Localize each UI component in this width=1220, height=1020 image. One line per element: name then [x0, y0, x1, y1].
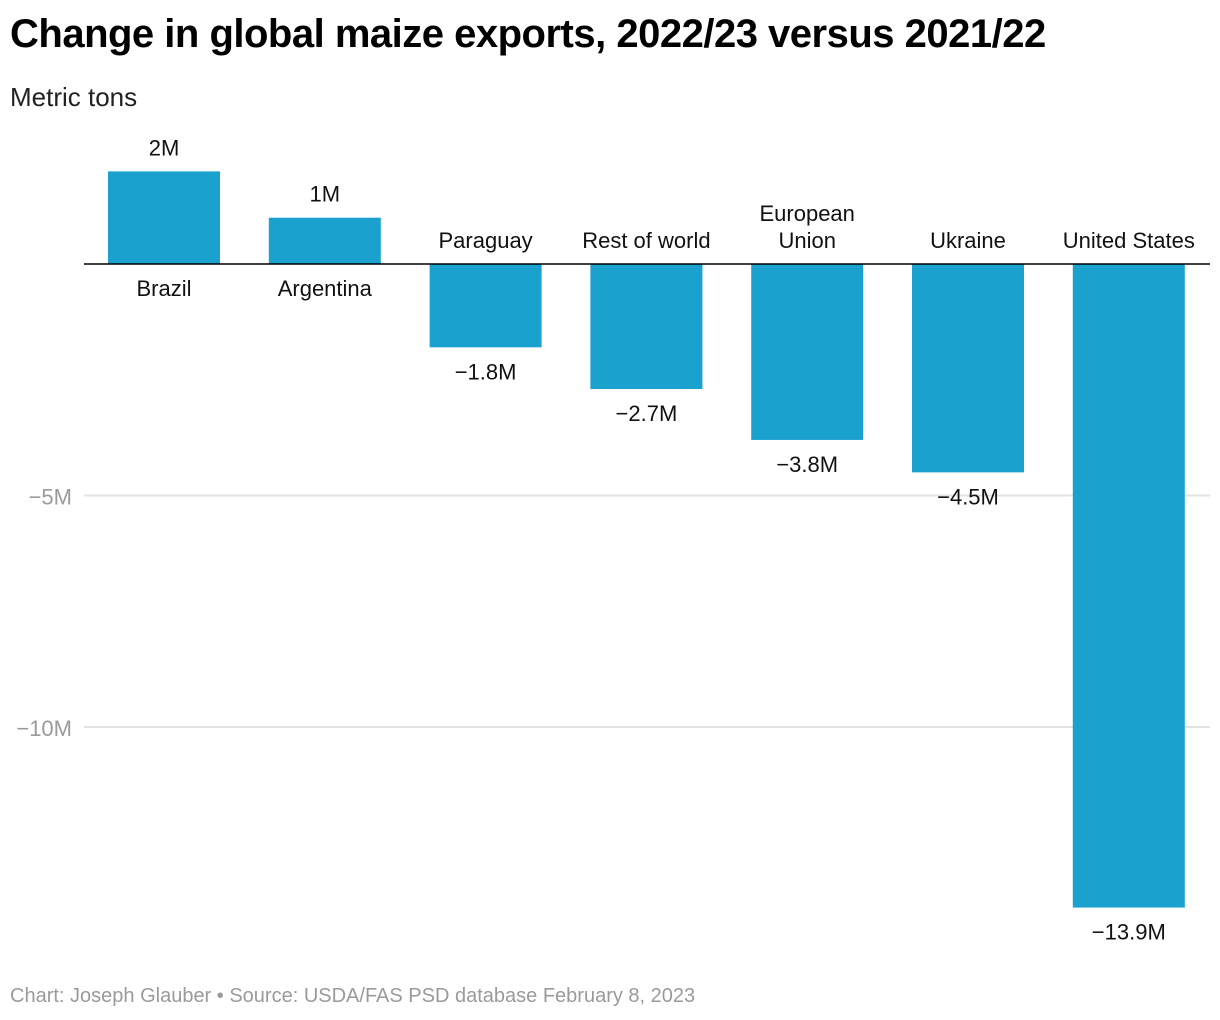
data-label: −3.8M	[776, 452, 838, 477]
chart-footer: Chart: Joseph Glauber • Source: USDA/FAS…	[10, 985, 696, 1007]
bar	[108, 171, 220, 264]
bar	[1072, 264, 1185, 908]
category-label: Argentina	[278, 276, 373, 301]
category-label: European	[759, 201, 854, 226]
data-label: −1.8M	[455, 359, 517, 384]
bar	[751, 264, 864, 440]
category-label: Paraguay	[439, 228, 533, 253]
data-label: −13.9M	[1092, 920, 1166, 945]
category-label: United States	[1063, 228, 1195, 253]
category-label: Brazil	[136, 276, 191, 301]
data-label: 1M	[310, 182, 341, 207]
bar	[429, 264, 542, 348]
chart-title: Change in global maize exports, 2022/23 …	[10, 12, 1046, 56]
category-label: Ukraine	[930, 228, 1006, 253]
bar	[268, 217, 381, 264]
y-tick-label: −10M	[16, 716, 72, 741]
data-label: −4.5M	[937, 484, 999, 509]
y-tick-label: −5M	[29, 485, 72, 510]
bar	[590, 264, 703, 390]
category-label: Union	[778, 228, 835, 253]
data-label: 2M	[149, 135, 180, 160]
bar	[912, 264, 1024, 473]
category-label: Rest of world	[582, 228, 710, 253]
data-label: −2.7M	[616, 401, 678, 426]
chart-subtitle: Metric tons	[10, 82, 138, 112]
